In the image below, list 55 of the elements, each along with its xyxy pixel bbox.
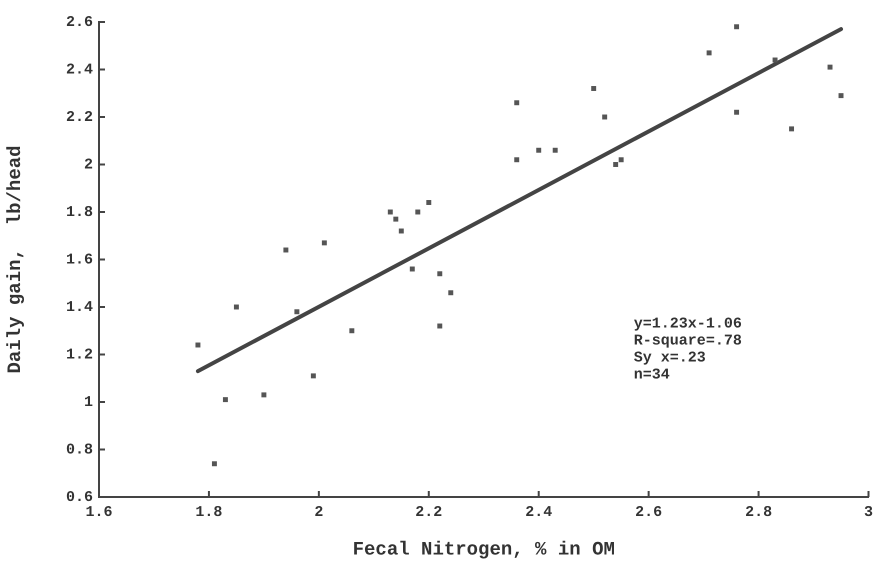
y-tick-label: 1.4 [66,298,93,316]
point [613,162,618,167]
point [838,93,844,98]
y-tick-label: 0.6 [66,488,93,506]
y-tick-label: 1 [84,394,93,411]
point [602,114,608,120]
point [283,248,288,252]
y-tick-label: 2.2 [66,108,93,126]
y-tick-label: 1.6 [66,251,93,268]
point [222,397,228,402]
point [591,86,596,91]
y-tick-label: 1.2 [66,346,93,364]
x-tick-label: 2.8 [745,504,772,521]
point [322,240,327,246]
point [261,392,266,398]
point [398,228,404,234]
point [772,58,778,62]
annotation: R-square=.78 [634,332,742,350]
point [410,266,415,272]
y-tick-label: 2.4 [66,61,93,78]
point [618,157,624,162]
annotation: n=34 [634,366,670,384]
point [536,148,542,153]
annotation: Sy x=.23 [634,349,706,366]
point [706,50,712,56]
point [437,324,442,328]
x-tick-label: 2 [314,504,324,521]
y-tick-label: 2 [84,156,93,174]
point [388,210,393,214]
point [734,24,740,30]
y-axis-title: Daily gain, lb/head [4,145,26,374]
x-tick-label: 2.4 [525,504,552,521]
y-tick-label: 0.8 [66,441,93,458]
point [828,64,832,70]
point [789,126,794,132]
point [437,271,442,276]
x-tick-label: 2.2 [415,504,442,521]
point [212,461,217,466]
x-tick-label: 2.6 [635,504,662,521]
point [426,200,432,205]
point [294,309,300,314]
x-tick-label: 1.8 [195,504,222,521]
x-tick-label: 3 [864,504,874,521]
y-tick-label: 2.6 [66,14,93,31]
point [415,210,420,214]
point [195,342,200,348]
y-tick-label: 1.8 [66,204,93,221]
point [393,216,398,222]
x-axis-title: Fecal Nitrogen, % in OM [352,538,615,560]
point [349,328,354,334]
annotation: y=1.23x-1.06 [634,315,742,332]
point [552,148,558,153]
point [234,304,239,310]
point [734,110,740,115]
point [310,373,316,378]
